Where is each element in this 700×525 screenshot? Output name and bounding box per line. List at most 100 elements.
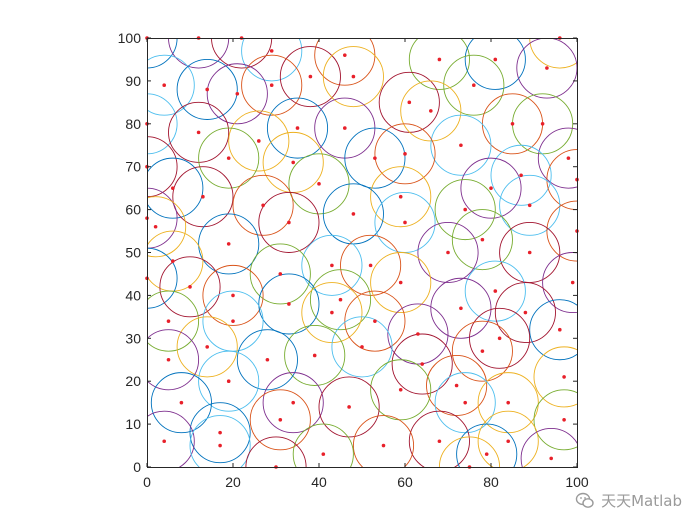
coverage-circle <box>176 59 238 120</box>
coverage-circle <box>546 149 577 211</box>
data-point <box>403 220 407 225</box>
coverage-circle <box>147 196 187 258</box>
y-tick-label: 40 <box>125 287 141 303</box>
coverage-circle <box>241 38 303 82</box>
coverage-circle <box>198 350 260 412</box>
x-tick-label: 100 <box>565 474 589 490</box>
data-point <box>162 439 166 444</box>
coverage-circle <box>438 436 501 467</box>
coverage-circle <box>464 38 526 90</box>
coverage-circle <box>352 415 415 467</box>
data-point <box>562 375 566 379</box>
data-point <box>480 237 485 242</box>
coverage-circle <box>172 166 234 228</box>
coverage-circle <box>529 299 577 361</box>
data-point <box>343 126 347 130</box>
y-tick-label: 20 <box>125 373 141 389</box>
coverage-circle <box>370 359 432 421</box>
y-tick-label: 60 <box>125 202 141 218</box>
data-point <box>437 439 442 444</box>
data-point <box>381 443 386 448</box>
coverage-circle <box>206 63 268 125</box>
wechat-logo-icon <box>575 492 594 508</box>
coverage-circle <box>159 256 221 318</box>
coverage-circle <box>236 329 298 391</box>
data-point <box>493 57 498 62</box>
coverage-circle <box>344 127 406 189</box>
y-tick-label: 80 <box>125 116 141 132</box>
y-tick-label: 50 <box>125 245 141 261</box>
data-point <box>480 349 485 353</box>
coverage-circle <box>284 324 346 386</box>
y-tick-label: 0 <box>133 459 141 475</box>
coverage-circle <box>168 38 230 69</box>
coverage-circle <box>426 355 488 416</box>
coverage-circle <box>408 38 470 90</box>
data-point <box>368 263 373 268</box>
coverage-circle <box>430 277 492 339</box>
coverage-circle <box>266 97 329 159</box>
x-tick-label: 40 <box>311 474 327 490</box>
data-point <box>218 443 222 448</box>
y-axis-ticks: 0 10 20 30 40 50 60 70 80 90 100 <box>118 30 577 475</box>
coverage-circle <box>147 290 200 352</box>
data-point <box>459 143 463 148</box>
coverage-circle <box>176 316 238 378</box>
data-point <box>287 220 291 225</box>
coverage-circle <box>391 333 453 395</box>
data-point <box>171 259 175 263</box>
y-tick-label: 30 <box>125 330 141 346</box>
data-point <box>338 297 343 302</box>
data-point <box>523 310 528 315</box>
data-point <box>497 336 502 341</box>
data-point <box>510 122 515 126</box>
data-point <box>287 302 291 306</box>
data-point <box>360 345 364 349</box>
data-point <box>308 74 313 79</box>
data-point <box>278 272 283 276</box>
data-point <box>347 405 351 409</box>
data-point <box>373 319 377 323</box>
x-tick-label: 60 <box>397 474 413 490</box>
data-point <box>459 306 463 311</box>
data-point <box>226 156 231 160</box>
data-point <box>269 83 274 87</box>
x-axis-ticks: 0 20 40 60 80 100 <box>143 38 589 490</box>
data-point <box>437 57 442 62</box>
coverage-circle <box>537 127 577 189</box>
data-point <box>351 212 356 216</box>
coverage-circle <box>279 46 341 108</box>
coverage-circle <box>147 157 204 219</box>
data-point <box>321 452 326 456</box>
coverage-circle <box>370 252 432 314</box>
x-tick-label: 80 <box>483 474 499 490</box>
coverage-circle <box>245 436 307 467</box>
coverage-circle <box>202 264 264 326</box>
data-point <box>231 293 235 298</box>
data-point <box>527 250 532 255</box>
data-point <box>403 152 407 156</box>
coverage-circle <box>249 243 311 305</box>
y-tick-label: 90 <box>125 73 141 89</box>
data-point <box>493 289 498 293</box>
data-point <box>570 280 575 285</box>
coverage-circle <box>451 209 513 271</box>
data-point <box>257 139 261 143</box>
coverage-circle <box>150 372 212 434</box>
data-point <box>489 186 493 190</box>
coverage-circle <box>533 346 577 408</box>
coverage-circle <box>434 179 496 241</box>
data-point <box>463 207 468 212</box>
watermark-text: 天天Matlab <box>601 492 682 510</box>
coverage-circle <box>542 252 577 314</box>
coverage-circle <box>189 402 251 464</box>
data-point <box>373 156 377 160</box>
x-tick-label: 20 <box>225 474 241 490</box>
coverage-circle <box>456 423 518 467</box>
data-point <box>171 186 175 190</box>
data-point <box>179 400 184 405</box>
data-point <box>446 250 450 255</box>
coverage-circle <box>464 260 526 322</box>
coverage-circle <box>198 213 260 275</box>
